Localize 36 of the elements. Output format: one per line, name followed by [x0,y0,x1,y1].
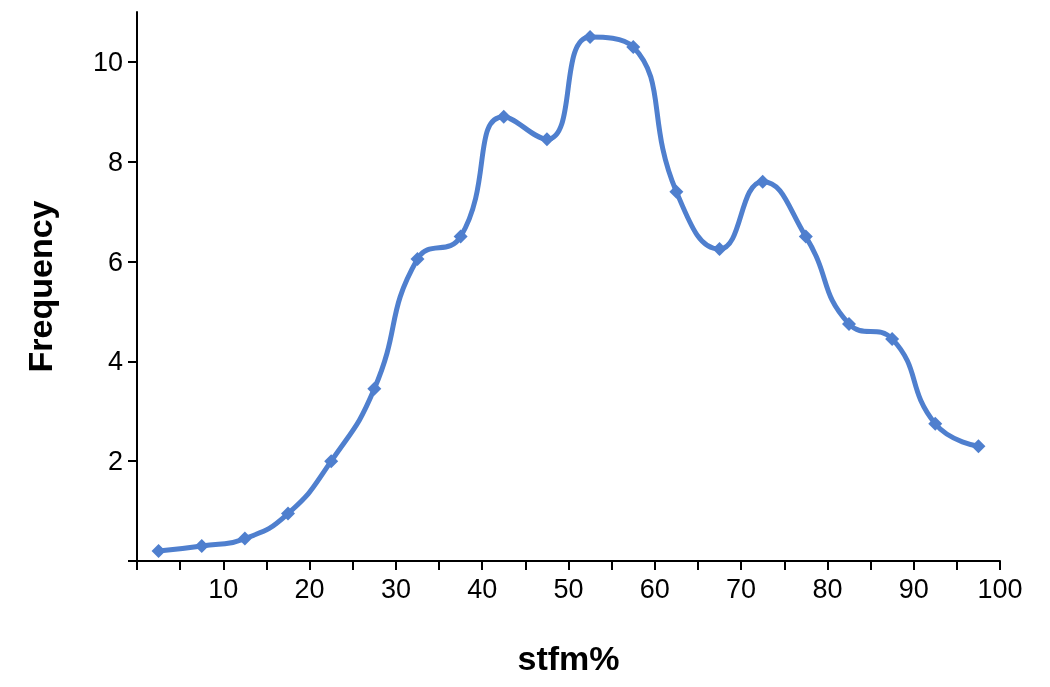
y-tick-label: 6 [107,246,123,277]
x-tick-label: 70 [726,573,757,604]
point [841,316,856,331]
point [324,454,339,469]
x-tick-label: 60 [639,573,670,604]
point [669,184,684,199]
point [798,229,813,244]
x-tick-label: 50 [553,573,584,604]
point [367,381,382,396]
point [971,439,986,454]
y-axis-title: Frequency [21,200,59,373]
point [712,242,727,257]
point [626,39,641,54]
x-tick-label: 10 [208,573,239,604]
point [281,506,296,521]
x-tick-label: 20 [294,573,325,604]
point [539,132,554,147]
y-tick-label: 8 [107,146,123,177]
x-tick-label: 80 [812,573,843,604]
point [496,109,511,124]
y-tick-label: 2 [107,446,123,477]
point [755,174,770,189]
point [410,252,425,267]
x-tick-label: 30 [380,573,411,604]
y-tick-label: 4 [107,346,123,377]
point [885,331,900,346]
point [928,416,943,431]
y-tick-label: 10 [92,46,123,77]
x-axis-title: stfm% [517,639,620,677]
point [453,229,468,244]
point [194,539,209,554]
x-tick-label: 40 [467,573,498,604]
x-tick-label: 90 [898,573,929,604]
point [151,544,166,559]
point [237,531,252,546]
x-tick-label: 100 [977,573,1023,604]
